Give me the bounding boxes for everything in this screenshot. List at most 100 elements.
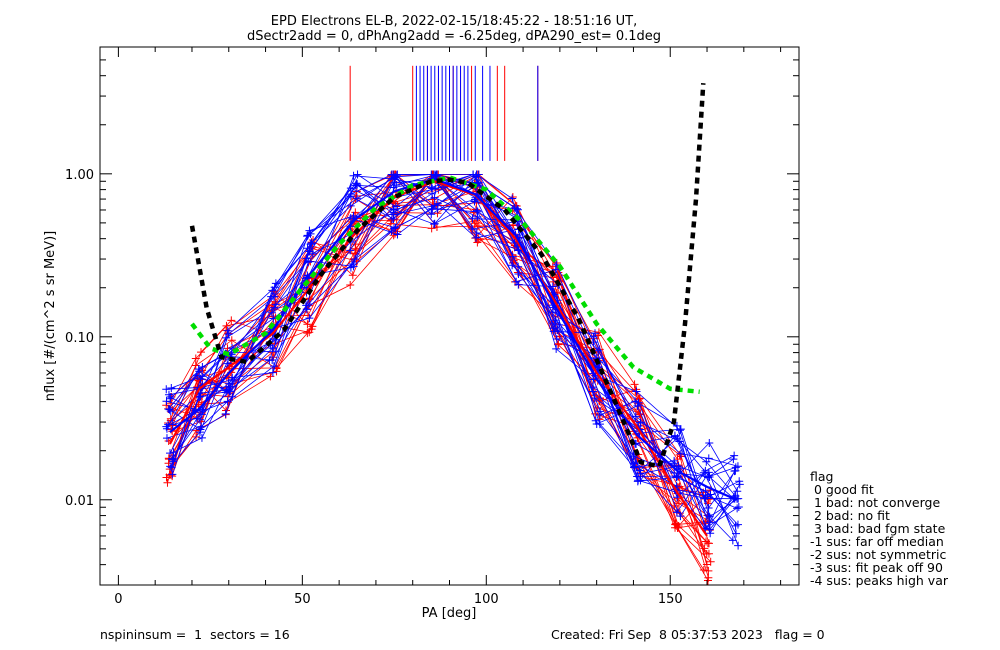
x-tick-label: 150 xyxy=(658,592,683,607)
data-point xyxy=(704,573,713,582)
data-point xyxy=(704,504,713,513)
x-tick-label: 0 xyxy=(114,592,122,607)
fit-curves xyxy=(168,83,737,537)
data-point xyxy=(195,415,204,424)
data-point xyxy=(221,409,230,418)
data-point xyxy=(346,184,355,193)
data-point xyxy=(551,265,560,274)
data-point xyxy=(162,422,171,431)
data-point xyxy=(701,466,710,475)
axes: 0 50 100 150 0.01 0.10 1.00 xyxy=(65,46,799,607)
chart-title-line2: dSectr2add = 0, dPhAng2add = -6.25deg, d… xyxy=(247,29,661,44)
data-point xyxy=(165,405,174,414)
data-point xyxy=(197,348,206,357)
data-point xyxy=(306,229,315,238)
data-point xyxy=(672,508,681,517)
data-point xyxy=(387,214,396,223)
data-point xyxy=(552,334,561,343)
legend-entry: -4 sus: peaks high var xyxy=(810,573,949,588)
legend-entry: 1 bad: not converge xyxy=(810,495,941,510)
data-point xyxy=(734,502,743,511)
data-point xyxy=(271,347,280,356)
data-point xyxy=(393,230,402,239)
data-point xyxy=(303,232,312,241)
spin-trace xyxy=(171,177,738,509)
y-tick-label: 0.01 xyxy=(65,494,94,509)
data-point xyxy=(590,394,599,403)
data-point xyxy=(672,473,681,482)
legend-entry: -1 sus: far off median xyxy=(810,534,944,549)
data-point xyxy=(267,308,276,317)
data-point xyxy=(392,215,401,224)
data-point xyxy=(549,327,558,336)
spin-trace xyxy=(166,203,736,531)
median-curve xyxy=(169,177,737,501)
legend-entry: 2 bad: no fit xyxy=(810,508,890,523)
data-point xyxy=(302,301,311,310)
data-point xyxy=(473,238,482,247)
data-point xyxy=(704,468,713,477)
data-point xyxy=(430,219,439,228)
data-point xyxy=(346,281,355,290)
data-point xyxy=(269,292,278,301)
data-point xyxy=(303,244,312,253)
data-point xyxy=(508,261,517,270)
data-point xyxy=(196,392,205,401)
spin-trace xyxy=(166,173,739,546)
data-point xyxy=(674,522,683,531)
data-point xyxy=(265,356,274,365)
data-point xyxy=(704,549,713,558)
median-curve xyxy=(168,180,708,537)
data-point xyxy=(734,541,743,550)
data-point xyxy=(473,222,482,231)
data-point xyxy=(705,525,714,534)
spin-trace xyxy=(168,187,734,478)
legend-entry: -2 sus: not symmetric xyxy=(810,547,947,562)
data-point xyxy=(670,456,679,465)
y-tick-label: 0.10 xyxy=(65,331,94,346)
footer-right: Created: Fri Sep 8 05:37:53 2023 flag = … xyxy=(551,627,825,642)
data-point xyxy=(227,336,236,345)
data-point xyxy=(305,226,314,235)
data-point xyxy=(308,249,317,258)
spin-trace xyxy=(171,174,736,509)
data-point xyxy=(222,388,231,397)
spin-trace xyxy=(170,178,709,578)
x-tick-label: 50 xyxy=(294,592,311,607)
data-point xyxy=(225,387,234,396)
data-point xyxy=(733,487,742,496)
data-point xyxy=(676,512,685,521)
legend-entry: 0 good fit xyxy=(810,482,874,497)
data-point xyxy=(195,367,204,376)
data-point xyxy=(271,300,280,309)
data-point xyxy=(591,329,600,338)
data-point xyxy=(729,455,738,464)
data-point xyxy=(430,201,439,210)
data-point xyxy=(636,469,645,478)
spin-trace xyxy=(172,174,735,530)
data-point xyxy=(390,205,399,214)
data-point xyxy=(704,566,713,575)
data-point xyxy=(704,454,713,463)
data-point xyxy=(635,394,644,403)
data-point xyxy=(163,478,172,487)
data-point xyxy=(162,434,171,443)
data-point xyxy=(347,259,356,268)
data-point xyxy=(674,462,683,471)
x-axis-label: PA [deg] xyxy=(422,606,477,621)
legend-title: flag xyxy=(810,469,834,484)
data-point xyxy=(303,329,312,338)
data-point xyxy=(676,449,685,458)
x-tick-label: 100 xyxy=(474,592,499,607)
data-point xyxy=(472,206,481,215)
data-point xyxy=(672,421,681,430)
data-point xyxy=(735,480,744,489)
data-point xyxy=(512,277,521,286)
data-point xyxy=(728,536,737,545)
data-point xyxy=(633,477,642,486)
data-point xyxy=(551,319,560,328)
data-point xyxy=(227,375,236,384)
data-point xyxy=(472,233,481,242)
chart-title-line1: EPD Electrons EL-B, 2022-02-15/18:45:22 … xyxy=(271,14,637,29)
